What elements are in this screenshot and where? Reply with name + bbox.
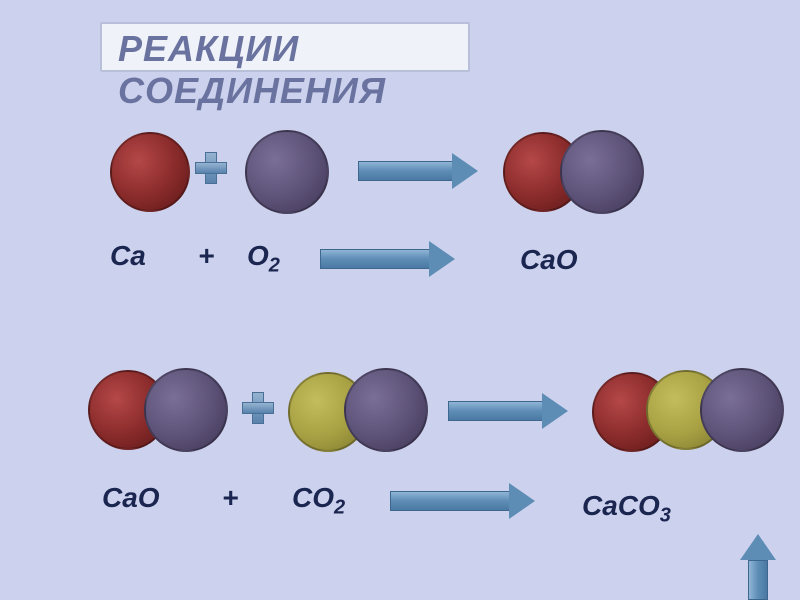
plus-text: +: [198, 240, 214, 272]
formula-ca: Ca: [110, 240, 146, 272]
formula-o2: O2: [247, 240, 280, 278]
arrow-icon: [320, 246, 455, 272]
plus-icon: [195, 152, 225, 182]
title-line2: СОЕДИНЕНИЯ: [118, 70, 386, 112]
formula-co2: CO2: [292, 482, 345, 520]
o-atom: [245, 130, 329, 214]
formula-cao: CaO: [520, 244, 578, 276]
o-atom: [700, 368, 784, 452]
o-atom: [560, 130, 644, 214]
arrow-icon: [448, 398, 568, 424]
o-atom: [344, 368, 428, 452]
title-line1: РЕАКЦИИ: [118, 28, 299, 70]
arrow-icon: [390, 488, 535, 514]
formula-cao2: CaO: [102, 482, 160, 514]
o-atom: [144, 368, 228, 452]
arrow-up-icon: [745, 534, 771, 600]
ca-atom: [110, 132, 190, 212]
formula-caco3: CaCO3: [582, 490, 671, 528]
plus-icon: [242, 392, 272, 422]
plus-text: +: [222, 482, 238, 514]
arrow-icon: [358, 158, 478, 184]
